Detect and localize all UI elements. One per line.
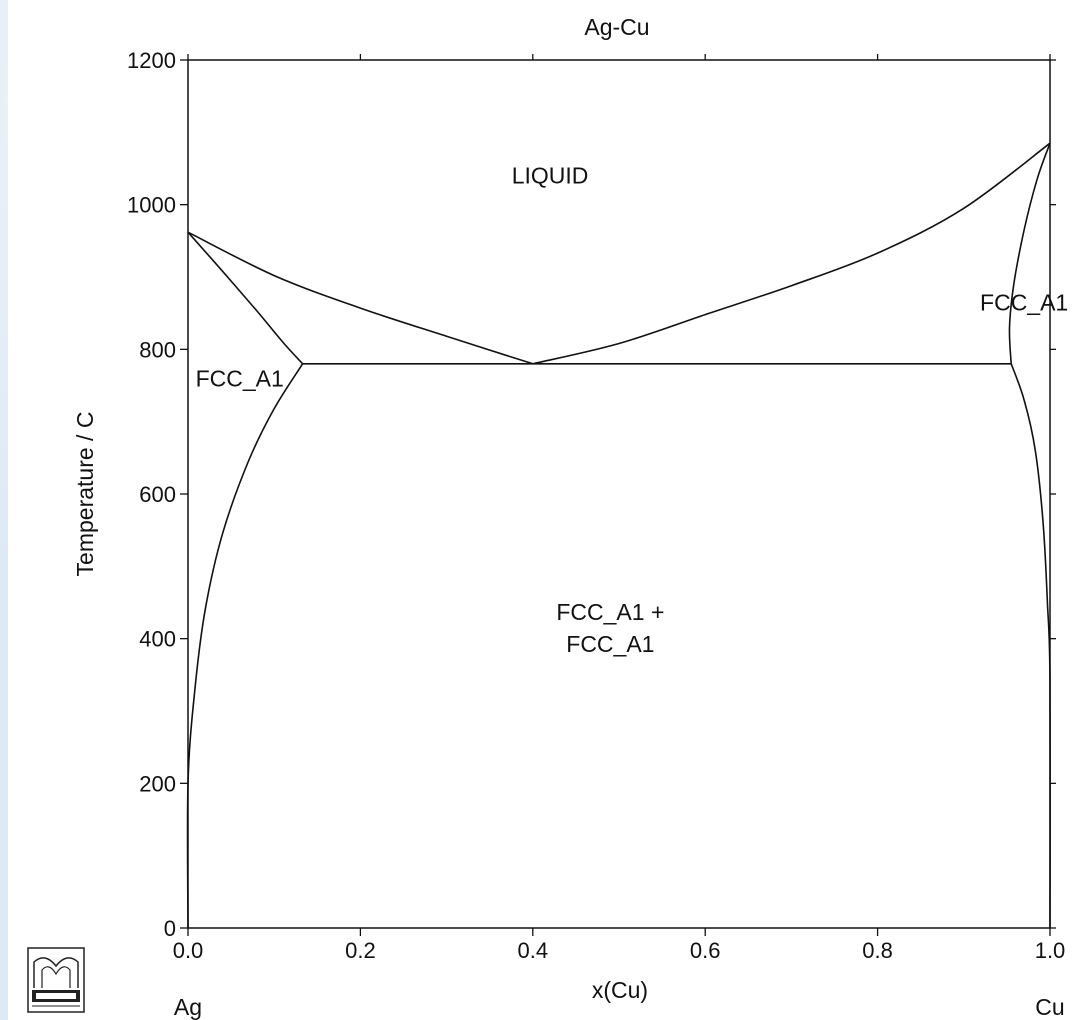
boundary-liquidus-ag [187, 231, 534, 365]
axis-ticks [180, 54, 1056, 936]
y-tick-label-5: 1000 [127, 193, 176, 218]
region-labels: LIQUID FCC_A1 FCC_A1 FCC_A1 + FCC_A1 [196, 163, 1069, 657]
y-tick-label-4: 800 [139, 337, 176, 362]
y-tick-label-3: 600 [139, 482, 176, 507]
y-tick-label-2: 400 [139, 627, 176, 652]
x-tick-label-2: 0.4 [518, 938, 549, 963]
x-tick-label-4: 0.8 [862, 938, 893, 963]
chart-title: Ag-Cu [584, 14, 649, 40]
x-tick-label-3: 0.6 [690, 938, 721, 963]
boundary-solvus-ag [186, 363, 304, 929]
x-tick-label-0: 0.0 [173, 938, 204, 963]
boundary-solidus-ag [187, 231, 304, 365]
y-tick-label-1: 200 [139, 771, 176, 796]
phase-boundaries [186, 142, 1051, 929]
y-tick-label-6: 1200 [127, 48, 176, 73]
region-label-fcc-cu-0: FCC_A1 [980, 289, 1068, 315]
x-end-label-right: Cu [1035, 994, 1064, 1020]
region-label-two-phase-1: FCC_A1 [566, 631, 654, 657]
boundary-solidus-cu [1008, 142, 1051, 364]
x-tick-label-5: 1.0 [1035, 938, 1066, 963]
plot-frame [187, 59, 1051, 929]
y-axis-label: Temperature / C [72, 412, 98, 577]
boundary-liquidus-cu [532, 142, 1051, 365]
y-tick-label-0: 0 [164, 916, 176, 941]
region-label-liquid-0: LIQUID [512, 163, 589, 189]
y-tick-labels: 0 200 400 600 800 1000 1200 [127, 48, 176, 941]
phase-diagram: Ag-Cu 0 200 400 600 800 1000 1200 0.0 0.2 0.4 0.6… [27, 14, 1069, 1020]
x-end-label-left: Ag [174, 994, 202, 1020]
x-tick-labels: 0.0 0.2 0.4 0.6 0.8 1.0 [173, 938, 1066, 963]
plot-panel: Ag-Cu 0 200 400 600 800 1000 1200 0.0 0.2 0.4 0.6… [8, 0, 1092, 1020]
region-label-fcc-ag-0: FCC_A1 [196, 365, 284, 391]
x-axis-label: x(Cu) [592, 977, 648, 1003]
boundary-solvus-cu [1010, 363, 1051, 929]
x-tick-label-1: 0.2 [345, 938, 376, 963]
region-label-two-phase-0: FCC_A1 + [556, 599, 664, 625]
software-logo [27, 947, 85, 1013]
